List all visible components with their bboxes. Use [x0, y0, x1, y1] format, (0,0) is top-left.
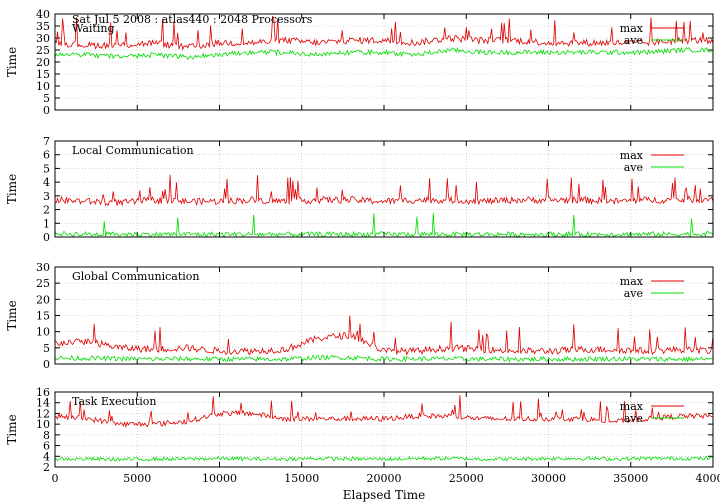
legend-label-ave: ave [624, 34, 643, 47]
y-tick-label: 0 [43, 358, 50, 371]
series-line-max [54, 174, 714, 207]
series-line-max [54, 315, 714, 356]
legend-label-ave: ave [624, 287, 643, 300]
y-tick-label: 5 [43, 92, 50, 105]
legend-label-ave: ave [624, 412, 643, 425]
y-tick-label: 2 [43, 461, 50, 474]
y-tick-label: 6 [43, 149, 50, 162]
series-line-ave [54, 455, 714, 462]
y-tick-label: 30 [36, 32, 50, 45]
y-tick-label: 12 [36, 407, 50, 420]
y-tick-label: 0 [43, 104, 50, 117]
plot-frame [54, 266, 714, 365]
x-tick-label: 30000 [531, 472, 566, 485]
x-tick-label: 10000 [202, 472, 237, 485]
y-tick-label: 10 [36, 326, 50, 339]
y-tick-label: 3 [43, 190, 50, 203]
x-tick-label: 35000 [613, 472, 648, 485]
y-tick-label: 16 [36, 386, 50, 399]
series-line-max [54, 15, 714, 51]
series-line-max [54, 395, 713, 429]
y-tick-label: 25 [36, 44, 50, 57]
legend-label-max: max [620, 149, 644, 162]
x-tick-label: 0 [52, 472, 59, 485]
y-tick-label: 20 [36, 293, 50, 306]
y-tick-label: 2 [43, 204, 50, 217]
y-tick-label: 5 [43, 342, 50, 355]
y-tick-label: 35 [36, 20, 50, 33]
panel-2: 0 5 10 15 20 25 30 Global Communication Time maxa… [5, 261, 714, 371]
x-tick-label: 25000 [449, 472, 484, 485]
y-axis-label: Time [5, 300, 19, 330]
legend-label-max: max [620, 22, 644, 35]
x-tick-labels: 0 5000 10000 15000 20000 25000 30000 35000 40000 [52, 472, 720, 485]
x-axis-label: Elapsed Time [343, 488, 426, 502]
y-tick-label: 6 [43, 440, 50, 453]
legend-label-max: max [620, 400, 644, 413]
y-tick-label: 8 [43, 429, 50, 442]
y-tick-label: 40 [36, 8, 50, 21]
legend-label-max: max [620, 275, 644, 288]
y-tick-label: 10 [36, 80, 50, 93]
y-tick-label: 4 [43, 450, 50, 463]
plot-frame [54, 391, 714, 468]
series-line-ave [54, 213, 714, 238]
y-axis-label: Time [5, 47, 19, 77]
y-tick-label: 20 [36, 56, 50, 69]
series-line-ave [54, 46, 714, 61]
series-line-ave [54, 354, 714, 363]
panel-title: Task Execution [72, 395, 156, 408]
legend-label-ave: ave [624, 161, 643, 174]
panel-title: Local Communication [72, 144, 194, 157]
x-tick-label: 40000 [696, 472, 720, 485]
y-tick-label: 15 [36, 310, 50, 323]
x-tick-label: 5000 [123, 472, 151, 485]
figure-header: Sat Jul 5 2008 : atlas440 : 2048 Process… [72, 13, 313, 26]
y-tick-label: 30 [36, 261, 50, 274]
y-tick-label: 1 [43, 217, 50, 230]
plot-frame [54, 140, 714, 238]
panel-title: Waiting [72, 22, 115, 35]
x-tick-label: 15000 [284, 472, 319, 485]
y-tick-label: 5 [43, 162, 50, 175]
panel-title: Global Communication [72, 270, 200, 283]
plot-frame [54, 13, 714, 111]
panels: 0510152025303540WaitingTimemaxave0123456… [5, 8, 720, 485]
y-tick-label: 7 [43, 135, 50, 148]
y-tick-label: 10 [36, 418, 50, 431]
y-tick-label: 15 [36, 68, 50, 81]
y-tick-label: 0 [43, 231, 50, 244]
y-axis-label: Time [5, 174, 19, 204]
y-tick-label: 4 [43, 176, 50, 189]
y-tick-label: 14 [36, 397, 50, 410]
x-tick-label: 20000 [367, 472, 402, 485]
y-tick-label: 25 [36, 277, 50, 290]
y-axis-label: Time [5, 414, 19, 444]
